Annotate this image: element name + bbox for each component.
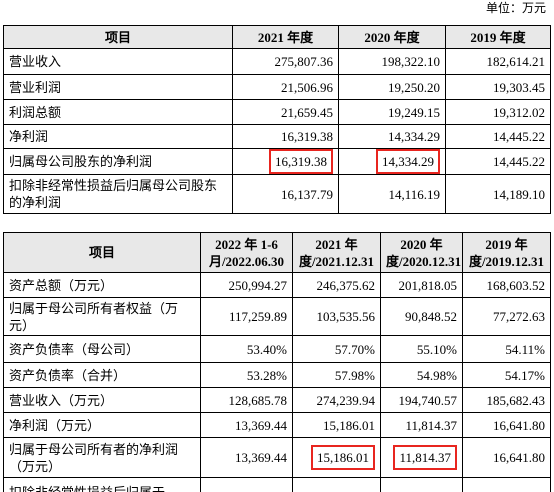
row: 利润总额 21,659.45 19,249.15 19,312.02 bbox=[3, 99, 551, 125]
label-cell: 净利润 bbox=[3, 124, 233, 149]
row: 归属母公司股东的净利润 16,319.38 14,334.29 14,445.22 bbox=[3, 148, 551, 175]
value-cell: 53.40% bbox=[200, 335, 293, 363]
value-cell: 198,322.10 bbox=[338, 48, 446, 75]
header-cell: 2020 年度/2020.12.31 bbox=[380, 232, 463, 273]
value-cell: 14,445.22 bbox=[445, 124, 551, 149]
label-cell: 营业收入 bbox=[3, 48, 233, 75]
label-cell: 归属于母公司所有者权益（万元） bbox=[3, 297, 201, 336]
row: 营业收入（万元） 128,685.78 274,239.94 194,740.57 18… bbox=[3, 387, 551, 413]
row: 净利润 16,319.38 14,334.29 14,445.22 bbox=[3, 124, 551, 149]
value-cell: 55.10% bbox=[380, 335, 463, 363]
table: 项目 2022 年 1-6 月/2022.06.30 2021 年度/2021.12… bbox=[3, 232, 551, 492]
value-cell: 16,641.80 bbox=[462, 437, 551, 478]
row: 归属于母公司所有者的净利润（万元） 13,369.44 15,186.01 11,81… bbox=[3, 437, 551, 478]
value-cell: 16,319.38 bbox=[232, 148, 339, 175]
value-cell: 21,506.96 bbox=[232, 74, 339, 100]
value-cell: 14,189.10 bbox=[445, 174, 551, 214]
value-cell: 11,814.37 bbox=[380, 412, 463, 438]
row: 资产负债率（母公司） 53.40% 57.70% 55.10% 54.11% bbox=[3, 335, 551, 363]
label-cell: 资产总额（万元） bbox=[3, 272, 201, 298]
value-cell: 54.98% bbox=[380, 362, 463, 388]
row: 资产总额（万元） 250,994.27 246,375.62 201,818.05 16… bbox=[3, 272, 551, 298]
value-cell: 77,272.63 bbox=[462, 297, 551, 336]
value-cell: 54.11% bbox=[462, 335, 551, 363]
header-cell: 2019 年度 bbox=[445, 25, 551, 49]
value-cell: 54.17% bbox=[462, 362, 551, 388]
value-cell: 13,369.44 bbox=[200, 437, 293, 478]
label-cell: 净利润（万元） bbox=[3, 412, 201, 438]
label-cell: 扣除非经常性损益后归属于 bbox=[3, 477, 201, 492]
value-cell: 250,994.27 bbox=[200, 272, 293, 298]
value-cell: 275,807.36 bbox=[232, 48, 339, 75]
header-row: 项目 2022 年 1-6 月/2022.06.30 2021 年度/2021.12… bbox=[3, 232, 551, 273]
unit-label: 单位：万元 bbox=[485, 1, 546, 15]
header-cell: 2020 年度 bbox=[338, 25, 446, 49]
header-cell: 2022 年 1-6 月/2022.06.30 bbox=[200, 232, 293, 273]
value-cell: 14,334.29 bbox=[338, 124, 446, 149]
label-cell: 资产负债率（母公司） bbox=[3, 335, 201, 363]
value-cell: 57.70% bbox=[292, 335, 381, 363]
highlight-box: 16,319.38 bbox=[269, 149, 333, 174]
value-cell: 16,641.80 bbox=[462, 412, 551, 438]
value-cell: 246,375.62 bbox=[292, 272, 381, 298]
value-cell: 21,659.45 bbox=[232, 99, 339, 125]
highlight-box: 14,334.29 bbox=[376, 149, 440, 174]
value-cell: 128,685.78 bbox=[200, 387, 293, 413]
value-cell: 117,259.89 bbox=[200, 297, 293, 336]
value-cell: 185,682.43 bbox=[462, 387, 551, 413]
value-cell: 194,740.57 bbox=[380, 387, 463, 413]
header-cell: 项目 bbox=[3, 232, 201, 273]
value-cell: 53.28% bbox=[200, 362, 293, 388]
value-cell: 14,445.22 bbox=[445, 148, 551, 175]
label-cell: 扣除非经常性损益后归属母公司股东的净利润 bbox=[3, 174, 233, 214]
label-cell: 归属于母公司所有者的净利润（万元） bbox=[3, 437, 201, 478]
value-cell: 90,848.52 bbox=[380, 297, 463, 336]
row: 资产负债率（合并） 53.28% 57.98% 54.98% 54.17% bbox=[3, 362, 551, 388]
header-cell: 2019 年度/2019.12.31 bbox=[462, 232, 551, 273]
value-cell: 19,250.20 bbox=[338, 74, 446, 100]
value-cell: 15,186.01 bbox=[292, 437, 381, 478]
value-cell bbox=[380, 477, 463, 492]
value-cell: 201,818.05 bbox=[380, 272, 463, 298]
value-cell: 19,249.15 bbox=[338, 99, 446, 125]
table-wrap: 项目 2022 年 1-6 月/2022.06.30 2021 年度/2021.12… bbox=[0, 232, 554, 492]
value-cell: 15,186.01 bbox=[292, 412, 381, 438]
value-cell: 103,535.56 bbox=[292, 297, 381, 336]
table: 项目 2021 年度 2020 年度 2019 年度 营业收入 275,807.36 198… bbox=[3, 25, 551, 214]
label-cell: 营业利润 bbox=[3, 74, 233, 100]
highlight-box: 11,814.37 bbox=[393, 445, 457, 470]
value-cell: 274,239.94 bbox=[292, 387, 381, 413]
highlight-box: 15,186.01 bbox=[311, 445, 375, 470]
value-cell bbox=[200, 477, 293, 492]
value-cell: 14,334.29 bbox=[338, 148, 446, 175]
header-row: 项目 2021 年度 2020 年度 2019 年度 bbox=[3, 25, 551, 49]
row: 扣除非经常性损益后归属母公司股东的净利润 16,137.79 14,116.19 14… bbox=[3, 174, 551, 214]
row: 营业收入 275,807.36 198,322.10 182,614.21 bbox=[3, 48, 551, 75]
row: 归属于母公司所有者权益（万元） 117,259.89 103,535.56 90,84… bbox=[3, 297, 551, 336]
header-cell: 2021 年度/2021.12.31 bbox=[292, 232, 381, 273]
label-cell: 营业收入（万元） bbox=[3, 387, 201, 413]
value-cell bbox=[292, 477, 381, 492]
row: 扣除非经常性损益后归属于 bbox=[3, 477, 551, 492]
value-cell: 16,137.79 bbox=[232, 174, 339, 214]
label-cell: 利润总额 bbox=[3, 99, 233, 125]
row: 净利润（万元） 13,369.44 15,186.01 11,814.37 16,641… bbox=[3, 412, 551, 438]
header-cell: 项目 bbox=[3, 25, 233, 49]
value-cell: 182,614.21 bbox=[445, 48, 551, 75]
label-cell: 资产负债率（合并） bbox=[3, 362, 201, 388]
value-cell: 19,303.45 bbox=[445, 74, 551, 100]
value-cell: 19,312.02 bbox=[445, 99, 551, 125]
value-cell: 57.98% bbox=[292, 362, 381, 388]
label-cell: 归属母公司股东的净利润 bbox=[3, 148, 233, 175]
value-cell bbox=[462, 477, 551, 492]
value-cell: 11,814.37 bbox=[380, 437, 463, 478]
row: 营业利润 21,506.96 19,250.20 19,303.45 bbox=[3, 74, 551, 100]
value-cell: 13,369.44 bbox=[200, 412, 293, 438]
value-cell: 14,116.19 bbox=[338, 174, 446, 214]
value-cell: 168,603.52 bbox=[462, 272, 551, 298]
header-cell: 2021 年度 bbox=[232, 25, 339, 49]
value-cell: 16,319.38 bbox=[232, 124, 339, 149]
